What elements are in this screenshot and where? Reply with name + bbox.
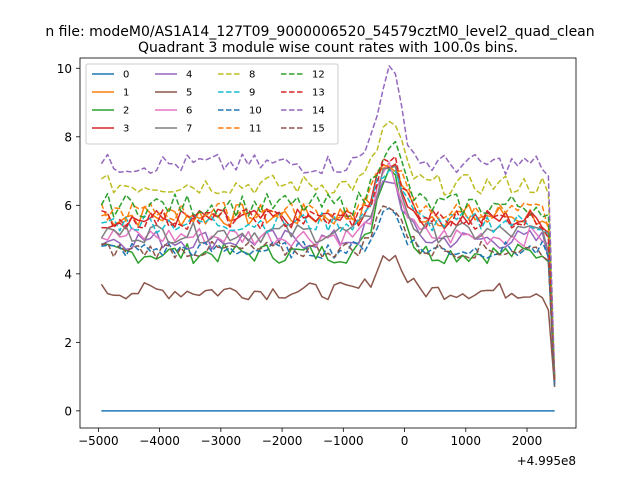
x-tick-label: −3000 (201, 434, 242, 448)
series-line-3 (101, 163, 556, 377)
series-line-2 (101, 167, 556, 381)
legend-label-12: 12 (312, 70, 325, 81)
legend-label-14: 14 (312, 106, 325, 117)
legend-label-13: 13 (312, 88, 325, 99)
suptitle: n file: modeM0/AS1A14_127T09_9000006520_… (45, 24, 594, 40)
series-line-10 (101, 207, 556, 387)
x-tick-label: −5000 (78, 434, 119, 448)
x-tick-label: 0 (401, 434, 409, 448)
legend-label-15: 15 (312, 124, 325, 135)
series-lines (100, 65, 556, 412)
legend-label-3: 3 (123, 124, 129, 135)
series-line-12 (100, 140, 556, 381)
legend-label-9: 9 (249, 88, 255, 99)
y-tick-label: 0 (64, 404, 72, 418)
x-tick-label: −1000 (323, 434, 364, 448)
legend-label-1: 1 (123, 88, 129, 99)
series-line-11 (100, 164, 556, 381)
x-axis: −5000 −4000 −3000 −2000 −1000 0 1000 2000 (78, 428, 542, 448)
x-offset-label: +4.995e8 (517, 454, 576, 468)
x-tick-label: 2000 (512, 434, 543, 448)
legend-label-7: 7 (186, 124, 192, 135)
legend-label-10: 10 (249, 106, 262, 117)
y-tick-label: 6 (64, 199, 72, 213)
series-line-6 (101, 161, 556, 384)
y-axis: 0 2 4 6 8 10 (57, 62, 80, 418)
legend-label-5: 5 (186, 88, 192, 99)
y-tick-label: 10 (57, 62, 72, 76)
legend-label-4: 4 (186, 70, 192, 81)
series-line-8 (100, 120, 556, 377)
series-line-9 (101, 169, 556, 384)
x-tick-label: −2000 (262, 434, 303, 448)
x-tick-label: 1000 (451, 434, 482, 448)
y-tick-label: 8 (64, 130, 72, 144)
y-tick-label: 4 (64, 267, 72, 281)
legend-label-0: 0 (123, 70, 129, 81)
axes-frame (79, 57, 577, 429)
x-tick-label: −4000 (139, 434, 180, 448)
chart-title: Quadrant 3 module wise count rates with … (138, 40, 518, 56)
series-line-5 (100, 254, 556, 387)
legend-label-2: 2 (123, 106, 129, 117)
legend-label-8: 8 (249, 70, 255, 81)
y-tick-label: 2 (64, 336, 72, 350)
series-line-14 (100, 65, 556, 377)
legend-frame (85, 63, 339, 145)
legend-label-6: 6 (186, 106, 192, 117)
legend-label-11: 11 (249, 124, 262, 135)
series-line-15 (101, 205, 556, 384)
series-line-7 (100, 165, 556, 384)
